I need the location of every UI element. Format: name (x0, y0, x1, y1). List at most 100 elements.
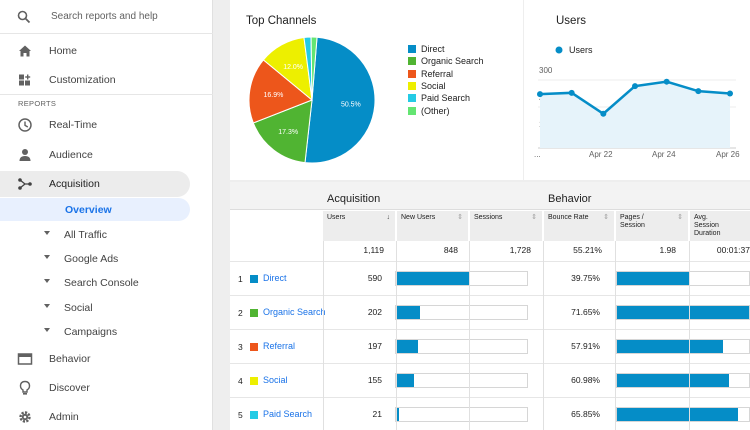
pie-slice-direct[interactable] (304, 36, 376, 164)
row-color-swatch (250, 275, 258, 283)
row-new-users-bar (395, 407, 528, 422)
nav-customization-label: Customization (49, 74, 116, 86)
nav-behavior[interactable]: Behavior (0, 346, 190, 372)
users-line-chart: Users 300 200 100 ... Apr 22 Apr 24 Apr … (534, 45, 740, 159)
col-header-users[interactable]: Users ↓ (323, 211, 395, 241)
nav-customization[interactable]: Customization (0, 67, 190, 93)
row-index: 4 (238, 376, 243, 386)
legend-item[interactable]: Social (408, 80, 446, 92)
users-data-point[interactable] (537, 91, 543, 98)
row-pages-session-bar (616, 339, 750, 354)
acquisition-icon (18, 178, 32, 190)
table-row: 1 Direct 590 39.75% (230, 261, 750, 295)
lightbulb-icon (19, 380, 31, 395)
row-pages-session-bar-fill (617, 340, 723, 353)
pie-slice-label: 12.0% (283, 64, 303, 71)
legend-item[interactable]: Direct (408, 43, 445, 55)
legend-swatch (408, 69, 416, 78)
sort-desc-icon: ↓ (386, 214, 391, 221)
nav-social[interactable]: Social (0, 295, 190, 321)
search-box[interactable]: Search reports and help (0, 0, 213, 34)
pie-slice--other-[interactable] (310, 36, 318, 101)
row-color-swatch (250, 343, 258, 351)
acquisition-table: Acquisition Behavior Users ↓ New Users ⇕… (230, 182, 750, 430)
total-sessions: 1,728 (509, 245, 531, 255)
nav-all-traffic-label: All Traffic (64, 229, 107, 241)
col-header-pages-session[interactable]: Pages / Session ⇕ (616, 211, 688, 241)
customization-icon (19, 74, 31, 86)
caret-down-icon (44, 279, 50, 283)
col-header-sessions[interactable]: Sessions ⇕ (470, 211, 542, 241)
reports-section-label: REPORTS (18, 99, 57, 108)
row-color-swatch (250, 309, 258, 317)
users-data-point[interactable] (695, 88, 702, 95)
legend-swatch (408, 106, 416, 115)
search-icon (17, 10, 31, 24)
col-header-avg-duration[interactable]: Avg. Session Duration (690, 211, 750, 241)
nav-campaigns[interactable]: Campaigns (0, 319, 190, 345)
nav-discover[interactable]: Discover (0, 375, 190, 401)
legend-swatch (408, 57, 416, 66)
table-group-header (230, 182, 750, 210)
row-new-users-bar-fill (396, 374, 415, 387)
nav-home[interactable]: Home (0, 38, 190, 64)
gear-icon (19, 411, 31, 423)
row-pages-session-bar-fill (617, 374, 730, 387)
row-new-users-bar-fill (396, 306, 420, 319)
nav-google-ads-label: Google Ads (64, 253, 119, 265)
row-users-value: 21 (372, 409, 382, 419)
nav-realtime[interactable]: Real-Time (0, 112, 190, 138)
column-divider (396, 241, 397, 430)
pie-slice-label: 17.3% (278, 129, 298, 136)
total-new-users: 848 (443, 245, 458, 255)
nav-google-ads[interactable]: Google Ads (0, 246, 190, 272)
nav-admin[interactable]: Admin (0, 404, 190, 430)
sidebar-divider (0, 94, 213, 95)
legend-swatch (408, 94, 416, 103)
row-bounce-rate-value: 71.65% (571, 307, 600, 317)
nav-audience[interactable]: Audience (0, 142, 190, 168)
col-header-bounce-rate[interactable]: Bounce Rate ⇕ (544, 211, 614, 241)
row-channel-link[interactable]: Direct (263, 273, 287, 283)
nav-search-console[interactable]: Search Console (0, 270, 190, 296)
row-new-users-bar (395, 373, 528, 388)
row-channel-link[interactable]: Referral (263, 341, 296, 351)
row-channel-link[interactable]: Social (263, 375, 288, 385)
users-area-fill (540, 81, 730, 148)
nav-overview[interactable]: Overview (0, 198, 190, 221)
legend-item[interactable]: Referral (408, 68, 453, 80)
users-data-point[interactable] (568, 89, 575, 96)
nav-search-console-label: Search Console (64, 277, 139, 289)
users-data-point[interactable] (600, 110, 607, 117)
legend-item[interactable]: Organic Search (408, 55, 484, 67)
nav-all-traffic[interactable]: All Traffic (0, 222, 190, 248)
pie-slice-referral[interactable] (248, 59, 313, 124)
nav-home-label: Home (49, 45, 78, 57)
users-data-point[interactable] (663, 78, 670, 85)
column-divider (543, 241, 544, 430)
nav-acquisition[interactable]: Acquisition (0, 171, 190, 197)
col-header-bounce-rate-label: Bounce Rate (548, 214, 589, 221)
users-legend-label: Users (569, 45, 593, 55)
users-data-point[interactable] (727, 90, 733, 97)
row-pages-session-bar-fill (617, 272, 690, 285)
legend-label: (Other) (421, 105, 450, 116)
row-users-value: 202 (367, 307, 382, 317)
sidebar: Search reports and help Home Customizati… (0, 0, 213, 430)
row-channel-link[interactable]: Organic Search (263, 307, 325, 317)
row-color-swatch (250, 377, 258, 385)
x-tick-apr22: Apr 22 (589, 150, 613, 159)
pie-slice-organic-search[interactable] (252, 99, 313, 164)
row-pages-session-bar-fill (617, 306, 749, 319)
col-header-new-users[interactable]: New Users ⇕ (397, 211, 468, 241)
sort-icon: ⇕ (603, 214, 609, 221)
row-channel-link[interactable]: Paid Search (263, 409, 313, 419)
legend-swatch (408, 81, 416, 90)
col-header-avg-duration-label: Avg. Session Duration (694, 214, 721, 237)
users-data-point[interactable] (632, 83, 638, 90)
caret-down-icon (44, 304, 50, 308)
nav-overview-label: Overview (65, 203, 112, 216)
legend-item[interactable]: Paid Search (408, 92, 470, 104)
legend-item[interactable]: (Other) (408, 105, 450, 117)
users-card-title: Users (556, 15, 587, 27)
